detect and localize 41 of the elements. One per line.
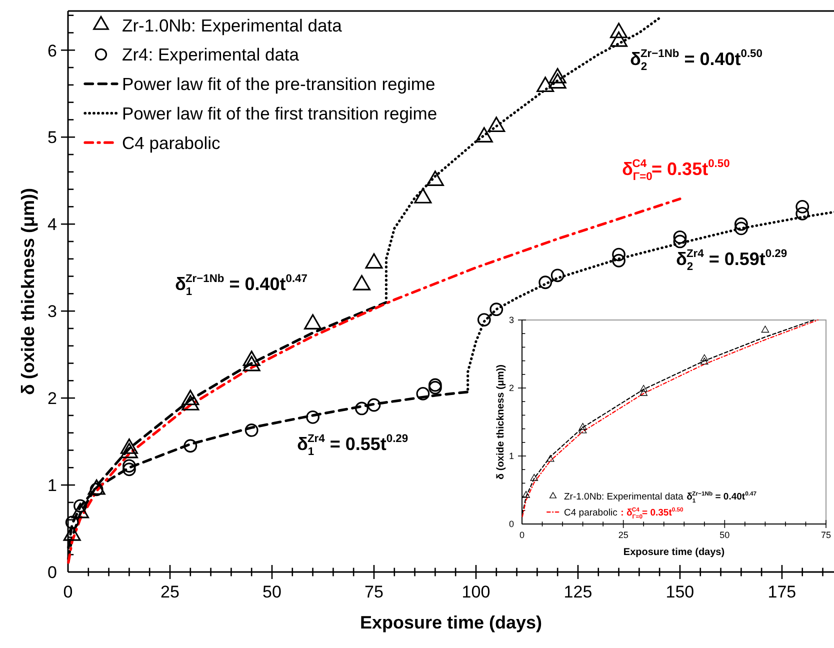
y-tick-label: 1 [508,451,514,462]
legend-label: Zr4: Experimental data [122,44,300,65]
x-tick-label: 25 [618,530,628,540]
annotation: δ$_{1}$$^{Zr−1Nb}$ = 0.40t$^{0.47}$ [175,273,308,298]
y-axis-title: δ (oxide thickness (μm)) [18,188,38,395]
legend-label: Power law fit of the first transition regime [122,104,438,124]
x-axis-title: Exposure time (days) [360,612,542,632]
x-tick-label: 150 [666,582,694,602]
annotation: δ$_{2}$$^{Zr−1Nb}$ = 0.40t$^{0.50}$ [630,48,762,74]
y-axis-title: δ (oxide thickness (μm)) [496,364,507,480]
legend-label: C4 parabolic [564,507,618,518]
y-tick-label: 6 [48,41,57,60]
annotation: δ$_{1}$$^{Zr−1Nb}$ = 0.40t$^{0.47}$ [686,490,758,504]
y-tick-label: 4 [48,215,57,234]
legend-label: Power law fit of the pre-transition regime [122,74,436,94]
y-tick-label: 0 [508,519,514,530]
legend-label: Zr-1.0Nb: Experimental data [564,492,684,502]
x-tick-label: 100 [462,582,490,602]
x-tick-label: 50 [720,530,730,540]
y-tick-label: 5 [48,128,57,148]
annotation: : δ$_{Γ=0}$$^{C4}$ = 0.35t$^{0.50}$ [620,506,684,520]
y-tick-label: 2 [48,389,57,408]
annotation: δ$_{Γ=0}$$^{C4}$ = 0.35t$^{0.50}$ [622,158,730,184]
x-tick-label: 25 [160,582,180,602]
x-tick-label: 0 [519,530,525,540]
y-tick-label: 1 [48,476,57,496]
annotation: δ$_{1}$$^{Zr4}$ = 0.55t$^{0.29}$ [297,433,408,458]
x-tick-label: 0 [63,582,73,602]
x-tick-label: 75 [364,582,384,602]
legend-label: Zr-1.0Nb: Experimental data [122,15,342,36]
x-tick-label: 50 [262,582,282,602]
x-tick-label: 125 [564,582,592,602]
x-axis-title: Exposure time (days) [623,546,725,558]
x-tick-label: 75 [820,530,832,540]
x-tick-label: 175 [768,582,796,602]
y-tick-label: 0 [48,563,57,582]
y-tick-label: 3 [48,302,57,322]
annotation: δ$_{2}$$^{Zr4}$ = 0.59t$^{0.29}$ [676,248,788,274]
legend-label: C4 parabolic [122,132,220,153]
y-tick-label: 3 [508,315,514,326]
y-tick-label: 2 [508,383,514,394]
